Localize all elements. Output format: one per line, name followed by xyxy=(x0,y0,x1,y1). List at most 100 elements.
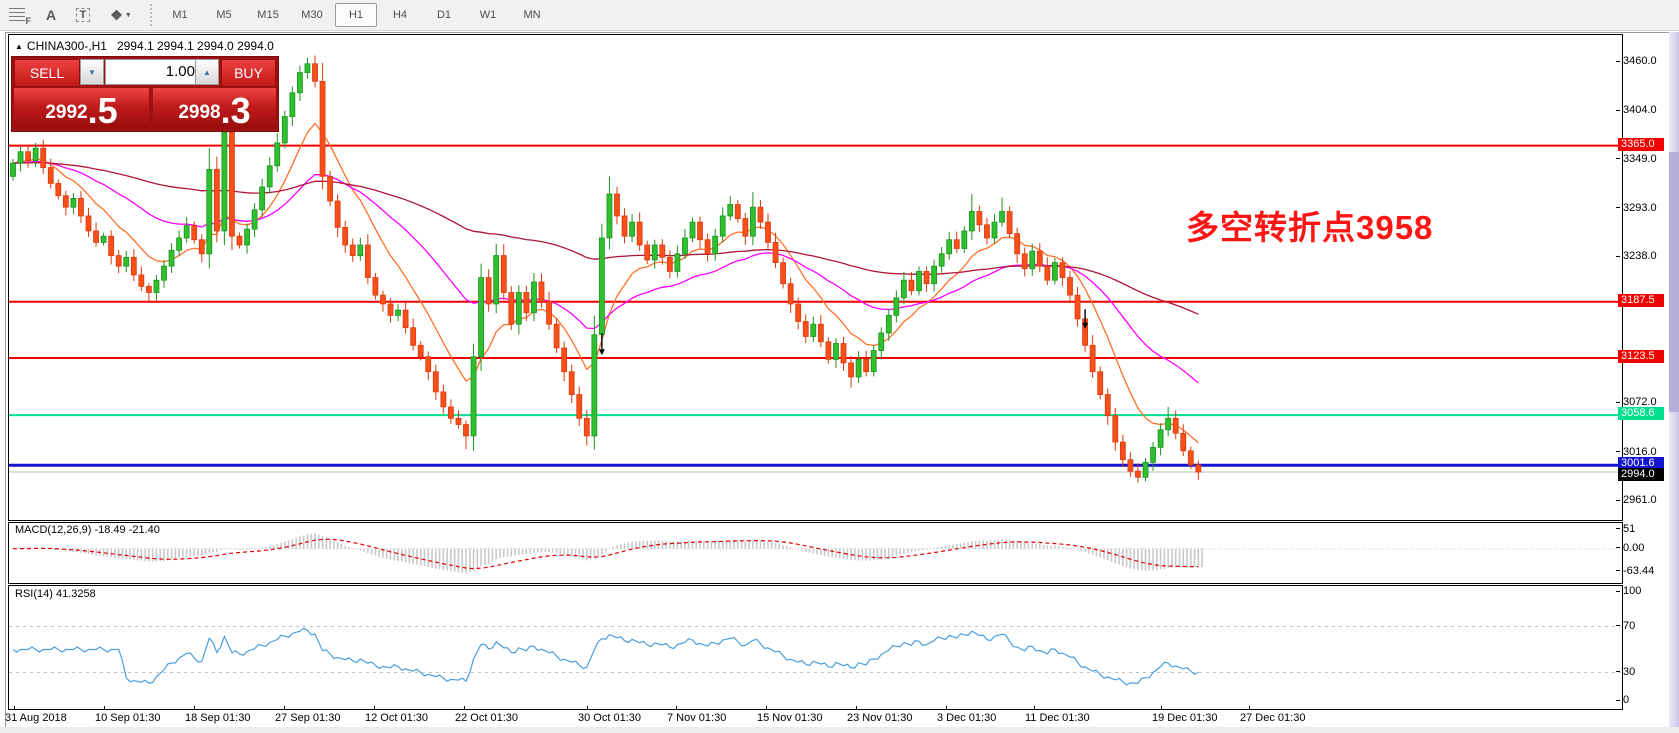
candle-body xyxy=(697,221,703,241)
buy-button[interactable]: BUY xyxy=(221,59,276,87)
text-label-icon[interactable]: T xyxy=(70,4,96,26)
scrollbar-thumb[interactable] xyxy=(1669,152,1679,412)
candle-body xyxy=(885,314,892,334)
fibonacci-icon[interactable]: F xyxy=(6,4,32,26)
timeframe-buttons: M1 M5 M15 M30 H1 H4 D1 W1 MN xyxy=(158,3,554,27)
candle-body xyxy=(1104,394,1111,417)
candle-body xyxy=(946,239,953,255)
text-icon[interactable]: A xyxy=(38,4,64,26)
candle-body xyxy=(493,255,500,305)
candle-body xyxy=(425,356,432,373)
candle-body xyxy=(568,371,575,395)
candle-body xyxy=(614,193,620,217)
candle-body xyxy=(938,253,945,267)
timeframe-button-M15[interactable]: M15 xyxy=(257,9,279,21)
arrow-head xyxy=(598,349,605,356)
candle-body xyxy=(40,147,47,168)
candle-body xyxy=(281,116,288,144)
text-icon-glyph: A xyxy=(45,7,57,23)
candle-body xyxy=(1089,344,1096,373)
vertical-scrollbar[interactable] xyxy=(1669,32,1679,733)
fibonacci-lines-glyph xyxy=(9,8,25,21)
candle-body xyxy=(606,193,613,239)
timeframe-button-M5[interactable]: M5 xyxy=(216,9,232,21)
candle-body xyxy=(1036,250,1043,267)
ma-line-100[interactable] xyxy=(12,161,1199,315)
date-tick-mark xyxy=(766,706,767,710)
sell-button[interactable]: SELL xyxy=(14,59,80,87)
date-tick-label: 31 Aug 2018 xyxy=(5,712,67,724)
candle-body xyxy=(515,292,522,325)
text-label-glyph: T xyxy=(75,8,91,22)
candle-body xyxy=(1127,459,1134,472)
sell-price-big: .5 xyxy=(87,90,118,131)
candle-body xyxy=(198,239,205,255)
candle-body xyxy=(878,332,885,351)
date-tick-mark xyxy=(587,706,588,710)
macd-signal-line[interactable] xyxy=(13,538,1199,570)
sell-price-panel[interactable]: 2992.5 xyxy=(14,88,149,129)
date-tick-label: 12 Oct 01:30 xyxy=(365,712,428,724)
candle-body xyxy=(380,294,386,305)
candle-body xyxy=(1059,262,1066,278)
candle-body xyxy=(765,221,771,243)
candle-body xyxy=(10,162,16,177)
date-tick-label: 10 Sep 01:30 xyxy=(95,712,161,724)
candle-body xyxy=(123,256,130,267)
candle-body xyxy=(1157,429,1164,448)
candle-body xyxy=(659,244,666,258)
collapse-triangle-icon[interactable]: ▲ xyxy=(15,42,23,51)
price-tick-mark xyxy=(1616,451,1620,453)
timeframe-button-H1[interactable]: H1 xyxy=(335,3,377,27)
rsi-line[interactable] xyxy=(12,627,1199,686)
bottom-strip xyxy=(0,727,1679,733)
candle-body xyxy=(327,175,334,202)
candle-body xyxy=(599,237,605,336)
candle-body xyxy=(750,206,756,237)
one-click-trading-widget: SELL ▼ 1.00 ▲ BUY 2992.5 2998.3 xyxy=(11,56,279,132)
dropdown-caret-icon[interactable]: ▼ xyxy=(124,11,132,19)
timeframe-button-M1[interactable]: M1 xyxy=(172,9,188,21)
ma-line-10[interactable] xyxy=(12,122,1199,444)
timeframe-button-D1[interactable]: D1 xyxy=(436,9,452,21)
candle-body xyxy=(772,241,779,263)
price-tick-mark xyxy=(1616,158,1620,160)
volume-decrease-button[interactable]: ▼ xyxy=(80,59,104,85)
candle-body xyxy=(130,256,137,276)
timeframe-button-H4[interactable]: H4 xyxy=(392,9,408,21)
buy-price-panel[interactable]: 2998.3 xyxy=(153,88,276,129)
down-arrow-marker[interactable] xyxy=(598,332,605,356)
timeframe-button-W1[interactable]: W1 xyxy=(479,9,497,21)
candle-body xyxy=(455,417,462,425)
price-tick-label: 3072.0 xyxy=(1623,396,1657,409)
candle-body xyxy=(1067,277,1073,296)
rsi-tick-mark xyxy=(1616,671,1620,672)
down-arrow-marker[interactable] xyxy=(1082,309,1089,329)
candle-body xyxy=(296,72,303,94)
candle-body xyxy=(870,350,877,373)
timeframe-button-M30[interactable]: M30 xyxy=(301,9,323,21)
candle-body xyxy=(206,168,213,255)
candle-body xyxy=(833,343,839,360)
candle-body xyxy=(440,391,447,408)
price-tick-label: 3293.0 xyxy=(1623,201,1657,214)
chart-annotation-text[interactable]: 多空转折点3958 xyxy=(1186,209,1434,246)
chart-canvas[interactable] xyxy=(6,33,1670,733)
volume-increase-button[interactable]: ▲ xyxy=(195,59,219,85)
arrows-icon[interactable]: ❖ ▼ xyxy=(102,4,140,26)
candle-body xyxy=(229,131,235,237)
price-tick-mark xyxy=(1616,401,1620,403)
ma-line-30[interactable] xyxy=(12,160,1199,384)
candle-body xyxy=(78,197,84,217)
level-price-label-3058.6: 3058.6 xyxy=(1618,407,1664,421)
volume-input[interactable]: 1.00 xyxy=(105,59,201,85)
candle-body xyxy=(1119,441,1126,461)
candle-body xyxy=(704,239,711,255)
date-tick-label: 3 Dec 01:30 xyxy=(937,712,997,724)
candle-body xyxy=(32,147,39,161)
timeframe-button-MN[interactable]: MN xyxy=(523,9,541,21)
date-tick-label: 27 Sep 01:30 xyxy=(275,712,341,724)
date-tick-mark xyxy=(676,706,677,710)
candle-body xyxy=(561,347,568,373)
